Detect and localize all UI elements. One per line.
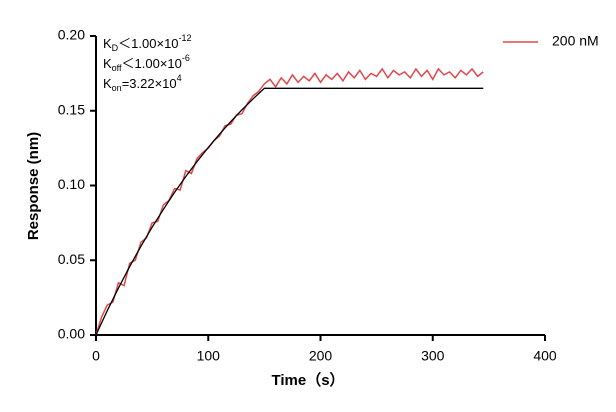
annotation-sup: 4	[177, 73, 182, 83]
annotation-symbol: K	[103, 56, 112, 71]
annotation-sub: on	[112, 83, 122, 93]
annotation: Koff＜1.00×10-6	[103, 53, 190, 73]
annotation-text: =3.22×10	[122, 76, 177, 91]
annotation-text: ＜1.00×10	[122, 56, 182, 71]
legend-label: 200 nM	[552, 33, 599, 49]
x-tick-label: 400	[533, 348, 557, 364]
annotation-symbol: K	[103, 76, 112, 91]
y-tick-label: 0.15	[58, 101, 85, 117]
y-tick-label: 0.10	[58, 176, 85, 192]
y-tick-label: 0.05	[58, 251, 85, 267]
series-line	[95, 67, 484, 336]
annotation: Kon=3.22×104	[103, 73, 182, 93]
y-axis-title: Response (nm)	[25, 132, 42, 240]
y-tick-label: 0.00	[58, 326, 85, 342]
annotation-sup: -12	[179, 33, 192, 43]
series-line	[95, 87, 484, 336]
x-axis-title: Time（s）	[271, 371, 344, 389]
x-tick-label: 0	[92, 348, 100, 364]
x-tick-label: 100	[197, 348, 221, 364]
annotation: KD＜1.00×10-12	[103, 33, 192, 53]
annotation-sub: off	[112, 63, 122, 73]
y-tick-label: 0.20	[58, 27, 85, 43]
x-tick-label: 300	[421, 348, 445, 364]
annotation-sub: D	[112, 43, 119, 53]
annotation-text: ＜1.00×10	[118, 36, 178, 51]
x-tick-label: 200	[309, 348, 333, 364]
annotation-sup: -6	[182, 53, 190, 63]
annotation-symbol: K	[103, 36, 112, 51]
